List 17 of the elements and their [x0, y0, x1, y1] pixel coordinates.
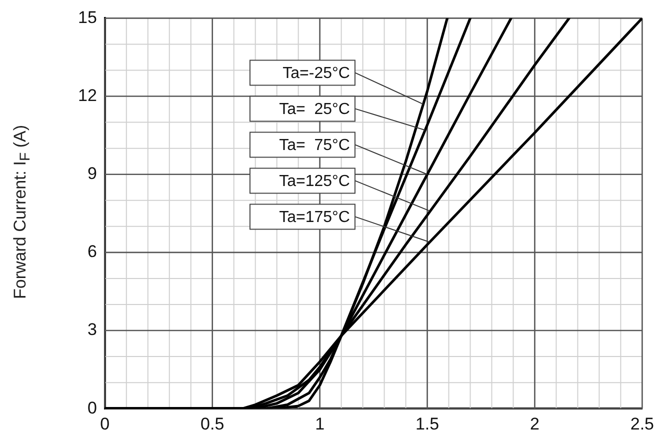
x-tick-label: 2.5	[630, 414, 654, 434]
x-tick-label: 1	[315, 414, 325, 434]
x-tick-label: 1.5	[415, 414, 440, 434]
x-tick-label: 2	[530, 414, 540, 434]
annotation: Ta= 75°C	[279, 137, 350, 154]
annotation: Ta=125°C	[279, 173, 350, 190]
y-tick-label: 9	[87, 164, 97, 184]
x-tick-label: 0	[100, 414, 110, 434]
y-tick-label: 6	[87, 242, 97, 262]
x-tick-label: 0.5	[200, 414, 224, 434]
y-tick-label: 3	[87, 320, 97, 340]
annotation: Ta= 25°C	[279, 101, 350, 118]
annotation: Ta=175°C	[279, 209, 350, 226]
y-tick-label: 15	[78, 8, 97, 27]
y-tick-label: 0	[87, 398, 97, 418]
y-tick-label: 12	[78, 86, 97, 105]
annotation: Ta=-25°C	[282, 65, 350, 82]
